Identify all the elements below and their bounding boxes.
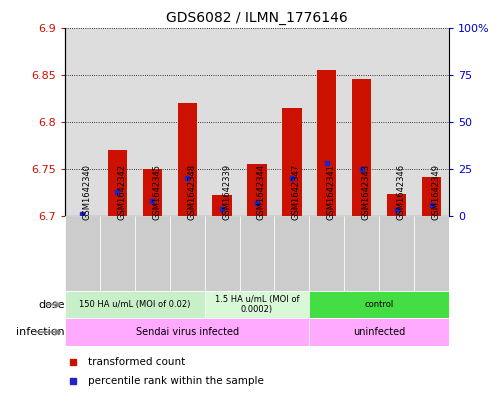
Bar	[205, 28, 240, 216]
Bar	[414, 216, 449, 291]
Bar	[309, 291, 449, 318]
Bar	[240, 216, 274, 291]
Bar	[317, 70, 336, 216]
Bar	[352, 79, 371, 216]
Text: GSM1642346: GSM1642346	[397, 164, 406, 220]
Text: GSM1642347: GSM1642347	[292, 164, 301, 220]
Text: 1.5 HA u/mL (MOI of
0.0002): 1.5 HA u/mL (MOI of 0.0002)	[215, 295, 299, 314]
Bar	[65, 291, 205, 318]
Text: infection: infection	[16, 327, 65, 337]
Text: GSM1642345: GSM1642345	[152, 164, 161, 220]
Text: GSM1642348: GSM1642348	[187, 164, 196, 220]
Bar	[135, 28, 170, 216]
Text: Sendai virus infected: Sendai virus infected	[136, 327, 239, 337]
Bar	[309, 216, 344, 291]
Title: GDS6082 / ILMN_1776146: GDS6082 / ILMN_1776146	[166, 11, 348, 25]
Bar	[274, 216, 309, 291]
Text: 150 HA u/mL (MOI of 0.02): 150 HA u/mL (MOI of 0.02)	[79, 300, 191, 309]
Bar	[213, 195, 232, 216]
Bar	[65, 28, 100, 216]
Text: GSM1642349: GSM1642349	[432, 164, 441, 220]
Bar	[344, 216, 379, 291]
Bar	[170, 28, 205, 216]
Bar	[274, 28, 309, 216]
Text: control: control	[365, 300, 394, 309]
Bar	[143, 169, 162, 216]
Text: GSM1642339: GSM1642339	[222, 164, 231, 220]
Text: uninfected: uninfected	[353, 327, 405, 337]
Text: GSM1642341: GSM1642341	[327, 164, 336, 220]
Text: GSM1642344: GSM1642344	[257, 164, 266, 220]
Bar	[240, 28, 274, 216]
Bar	[379, 216, 414, 291]
Bar	[178, 103, 197, 216]
Text: GSM1642340: GSM1642340	[82, 164, 91, 220]
Bar	[205, 216, 240, 291]
Bar	[170, 216, 205, 291]
Text: dose: dose	[38, 299, 65, 310]
Bar	[309, 28, 344, 216]
Text: GSM1642343: GSM1642343	[362, 164, 371, 220]
Bar	[100, 216, 135, 291]
Bar	[344, 28, 379, 216]
Bar	[108, 150, 127, 216]
Bar	[387, 195, 406, 216]
Bar	[135, 216, 170, 291]
Bar	[205, 291, 309, 318]
Text: percentile rank within the sample: percentile rank within the sample	[88, 376, 264, 386]
Bar	[422, 176, 441, 216]
Text: transformed count: transformed count	[88, 357, 185, 367]
Bar	[379, 28, 414, 216]
Bar	[282, 108, 301, 216]
Bar	[414, 28, 449, 216]
Bar	[309, 318, 449, 346]
Bar	[65, 216, 100, 291]
Bar	[65, 318, 309, 346]
Bar	[248, 164, 266, 216]
Bar	[100, 28, 135, 216]
Text: GSM1642342: GSM1642342	[117, 164, 126, 220]
